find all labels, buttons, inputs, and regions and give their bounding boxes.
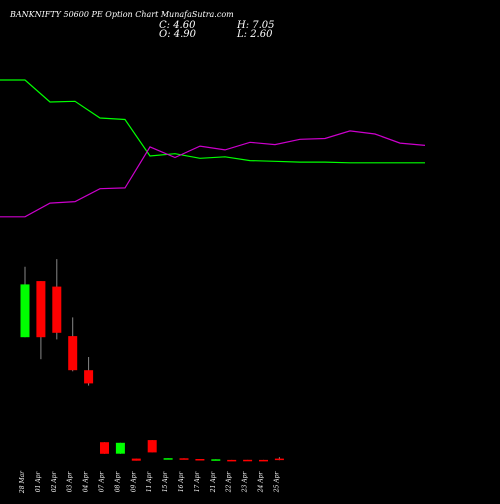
candle-body (20, 284, 30, 338)
candle-body (84, 370, 94, 384)
candle-body (163, 458, 173, 460)
magenta-line-series (0, 130, 426, 218)
x-tick-label: 09 Apr (130, 471, 137, 493)
x-tick-label: 04 Apr (83, 471, 90, 493)
x-tick-label: 17 Apr (194, 471, 201, 493)
high-value: H: 7.05 (237, 20, 275, 31)
open-value: O: 4.90 (159, 29, 197, 40)
x-tick-label: 15 Apr (162, 471, 169, 493)
x-tick-label: 24 Apr (258, 471, 265, 494)
x-tick-label: 01 Apr (35, 471, 42, 493)
x-tick-label: 03 Apr (67, 471, 74, 493)
x-tick-label: 23 Apr (242, 471, 249, 494)
x-tick-label: 02 Apr (51, 471, 58, 493)
candle-body (68, 336, 78, 371)
candle-body (274, 458, 284, 461)
candle-body (243, 459, 253, 462)
candle-body (211, 459, 221, 461)
x-tick-label: 16 Apr (178, 471, 185, 493)
candle-body (131, 458, 141, 461)
close-value: C: 4.60 (159, 20, 196, 31)
candle-body (195, 459, 205, 461)
x-tick-label: 21 Apr (210, 471, 217, 494)
green-line-series (0, 79, 425, 164)
candle-body (36, 281, 46, 338)
x-tick-label: 08 Apr (114, 471, 121, 493)
low-value: L: 2.60 (237, 29, 273, 40)
candle-body (259, 459, 268, 462)
candle-body (52, 286, 62, 333)
candle-body (100, 442, 109, 454)
x-tick-label: 07 Apr (99, 471, 106, 493)
candle-body (147, 440, 157, 453)
x-tick-label: 11 Apr (146, 471, 153, 493)
x-tick-label: 28 Mar (19, 470, 26, 494)
candle-body (115, 442, 125, 454)
x-tick-label: 22 Apr (226, 471, 233, 494)
chart-title: BANKNIFTY 50600 PE Option Chart MunafaSu… (10, 10, 234, 19)
x-tick-label: 25 Apr (273, 471, 280, 494)
candle-body (179, 458, 189, 460)
candle-body (227, 459, 237, 462)
